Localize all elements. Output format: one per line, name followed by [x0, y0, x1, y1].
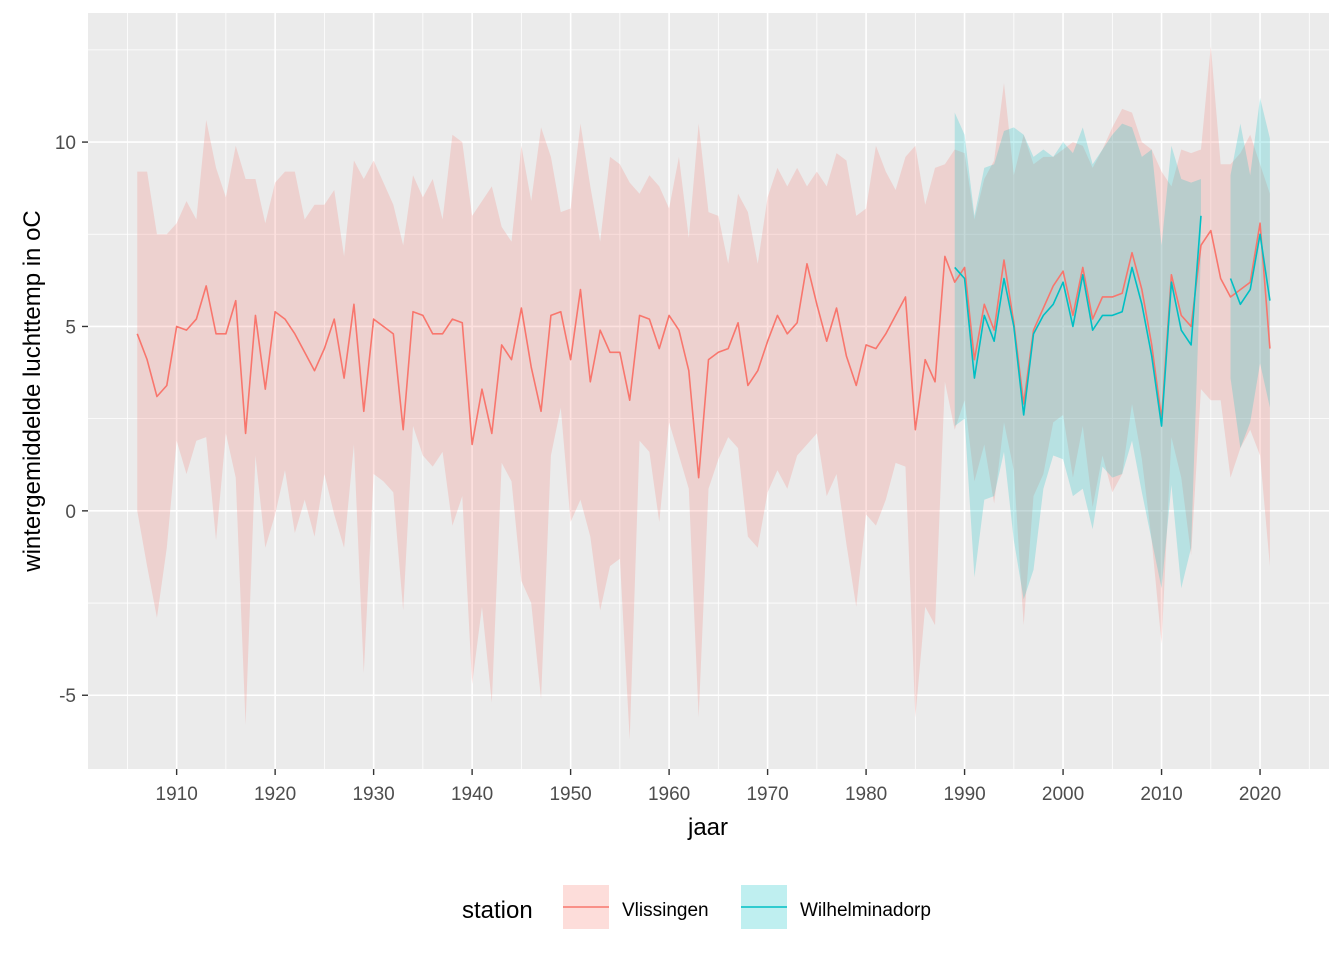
legend: station Vlissingen Wilhelminadorp — [462, 885, 931, 929]
x-axis-title: jaar — [687, 814, 728, 841]
x-tick-label: 2010 — [1140, 784, 1182, 805]
ribbon-vlissingen — [137, 46, 1270, 740]
x-tick-label: 1910 — [156, 784, 198, 805]
x-axis: 1910 1920 1930 1940 1950 1960 1970 1980 1990 2000… — [156, 769, 1281, 805]
grid-minor — [88, 13, 1329, 769]
line-vlissingen — [136, 222, 1271, 479]
x-tick-label: 1980 — [845, 784, 887, 805]
line-wilhelminadorp — [1229, 233, 1271, 306]
x-tick-label: 2020 — [1239, 784, 1281, 805]
y-axis-title: wintergemiddelde luchttemp in oC — [19, 210, 46, 573]
y-tick-label: 10 — [55, 133, 76, 154]
x-tick-label: 2000 — [1042, 784, 1084, 805]
line-wilhelminadorp — [954, 215, 1202, 427]
legend-label-vlissingen: Vlissingen — [622, 900, 709, 921]
x-tick-label: 1940 — [451, 784, 493, 805]
ribbons — [137, 46, 1270, 740]
series-lines — [136, 215, 1271, 479]
x-tick-label: 1920 — [254, 784, 296, 805]
x-tick-label: 1950 — [549, 784, 591, 805]
y-tick-label: -5 — [59, 686, 76, 707]
x-tick-label: 1930 — [352, 784, 394, 805]
y-tick-label: 5 — [65, 317, 76, 338]
panel-background — [88, 13, 1329, 769]
x-tick-label: 1960 — [648, 784, 690, 805]
legend-item-wilhelminadorp: Wilhelminadorp — [741, 885, 931, 929]
x-tick-label: 1990 — [943, 784, 985, 805]
x-tick-label: 1970 — [746, 784, 788, 805]
ribbon-wilhelminadorp — [954, 112, 1201, 600]
y-tick-label: 0 — [65, 502, 76, 523]
legend-label-wilhelminadorp: Wilhelminadorp — [800, 900, 931, 921]
legend-title: station — [462, 897, 533, 924]
ribbon-wilhelminadorp — [1230, 97, 1270, 449]
grid-major — [88, 13, 1329, 769]
legend-item-vlissingen: Vlissingen — [563, 885, 709, 929]
y-axis: -5 0 5 10 — [55, 133, 88, 707]
